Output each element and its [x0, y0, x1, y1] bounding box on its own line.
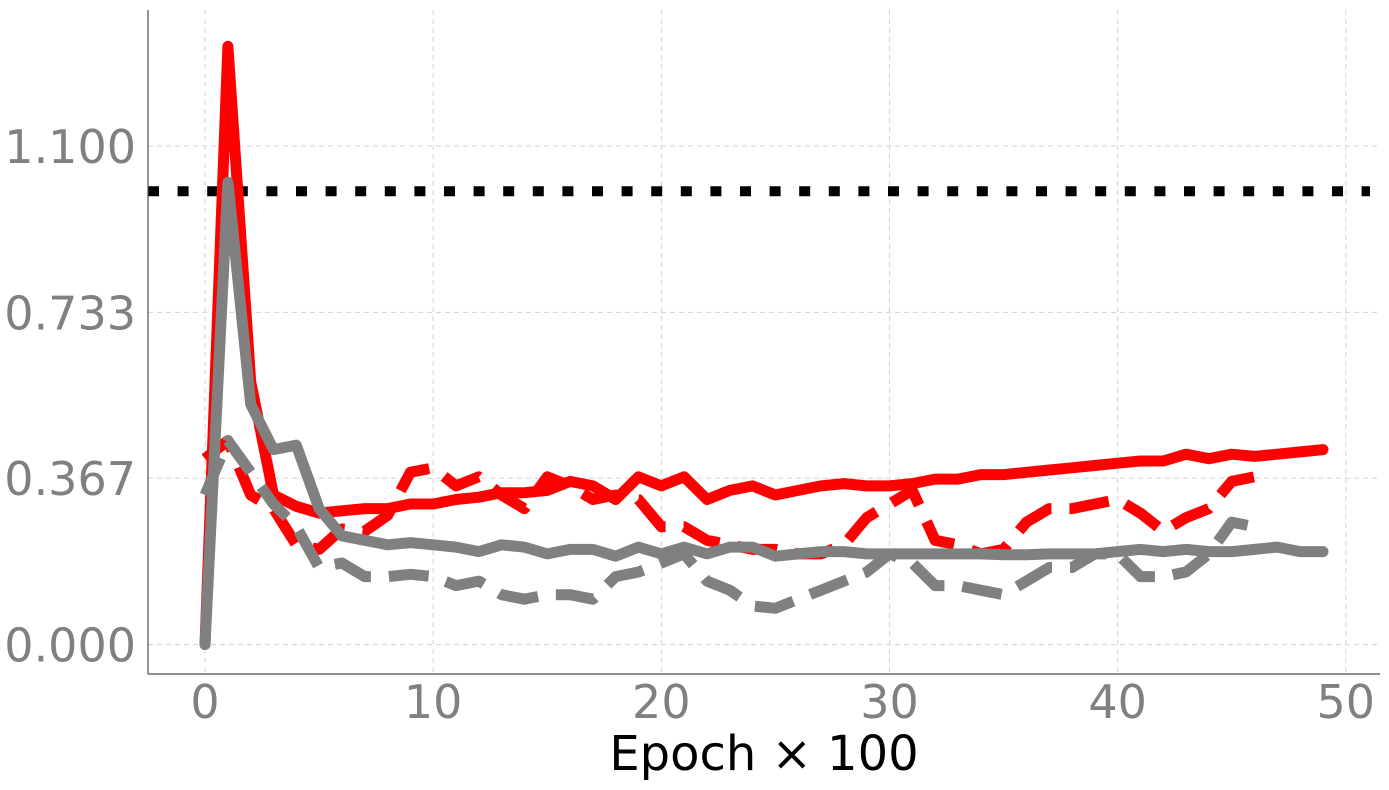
series-group — [199, 40, 1329, 650]
x-tick-label-0: 0 — [190, 675, 219, 729]
x-tick-label-2: 20 — [632, 675, 691, 729]
y-tick-label-2: 0.733 — [4, 286, 136, 340]
y-tick-label-0: 0.000 — [4, 619, 136, 673]
series-line-3 — [199, 435, 1256, 614]
y-tick-labels: 0.000 0.367 0.733 1.100 — [4, 120, 136, 673]
y-tick-label-3: 1.100 — [4, 120, 136, 174]
y-tick-label-1: 0.367 — [4, 452, 136, 506]
x-tick-label-4: 40 — [1088, 675, 1147, 729]
series-line-1 — [201, 435, 1256, 560]
x-tick-label-5: 50 — [1317, 675, 1376, 729]
x-axis-label: Epoch × 100 — [609, 726, 918, 782]
x-tick-labels: 0 10 20 30 40 50 — [190, 675, 1375, 729]
grid — [148, 10, 1380, 674]
series-line-2 — [199, 176, 1329, 650]
x-tick-label-1: 10 — [404, 675, 463, 729]
x-tick-label-3: 30 — [860, 675, 919, 729]
